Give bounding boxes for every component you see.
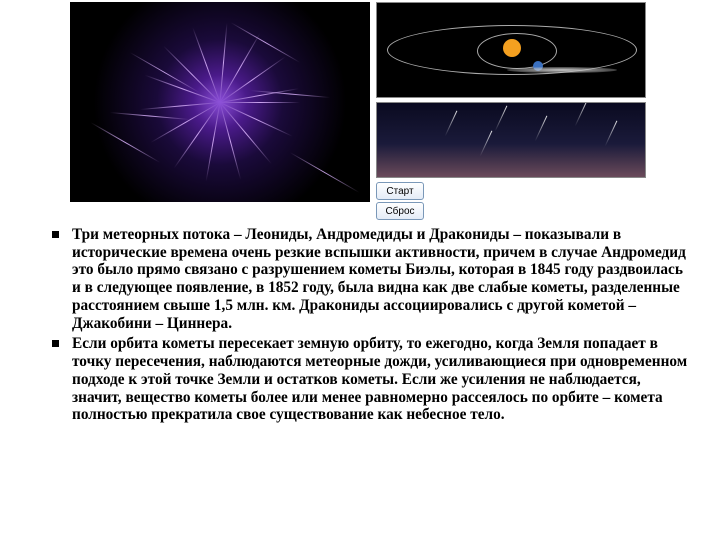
night-meteor	[480, 131, 493, 157]
night-meteor	[495, 106, 508, 132]
bullet-list: Три метеорных потока – Леониды, Андромед…	[0, 220, 720, 424]
meteor-streak	[220, 102, 300, 103]
meteor-streak	[230, 22, 300, 63]
meteor-streak	[163, 46, 220, 103]
bullet-item: Если орбита кометы пересекает земную орб…	[48, 335, 690, 424]
reset-button[interactable]: Сброс	[376, 202, 424, 220]
meteor-radiant-image	[70, 2, 370, 202]
meteor-streak	[290, 152, 360, 193]
bullet-item: Три метеорных потока – Леониды, Андромед…	[48, 226, 690, 332]
sun	[503, 39, 521, 57]
meteor-streak	[145, 75, 221, 103]
night-meteor	[535, 116, 548, 142]
start-button[interactable]: Старт	[376, 182, 424, 200]
meteor-streak	[150, 102, 220, 143]
night-sky-image	[376, 102, 646, 178]
orbit-diagram	[376, 2, 646, 98]
comet-debris	[507, 67, 617, 73]
meteor-streak	[220, 102, 293, 137]
right-image-column: Старт Сброс	[376, 2, 646, 220]
night-meteor	[445, 111, 458, 137]
night-meteor	[605, 121, 618, 147]
night-meteor	[575, 102, 588, 126]
meteor-streak	[220, 33, 261, 103]
image-row: Старт Сброс	[0, 0, 720, 220]
control-buttons: Старт Сброс	[376, 182, 424, 220]
meteor-streak	[110, 112, 190, 120]
slide: Старт Сброс Три метеорных потока – Леони…	[0, 0, 720, 540]
meteor-streak	[206, 102, 221, 181]
